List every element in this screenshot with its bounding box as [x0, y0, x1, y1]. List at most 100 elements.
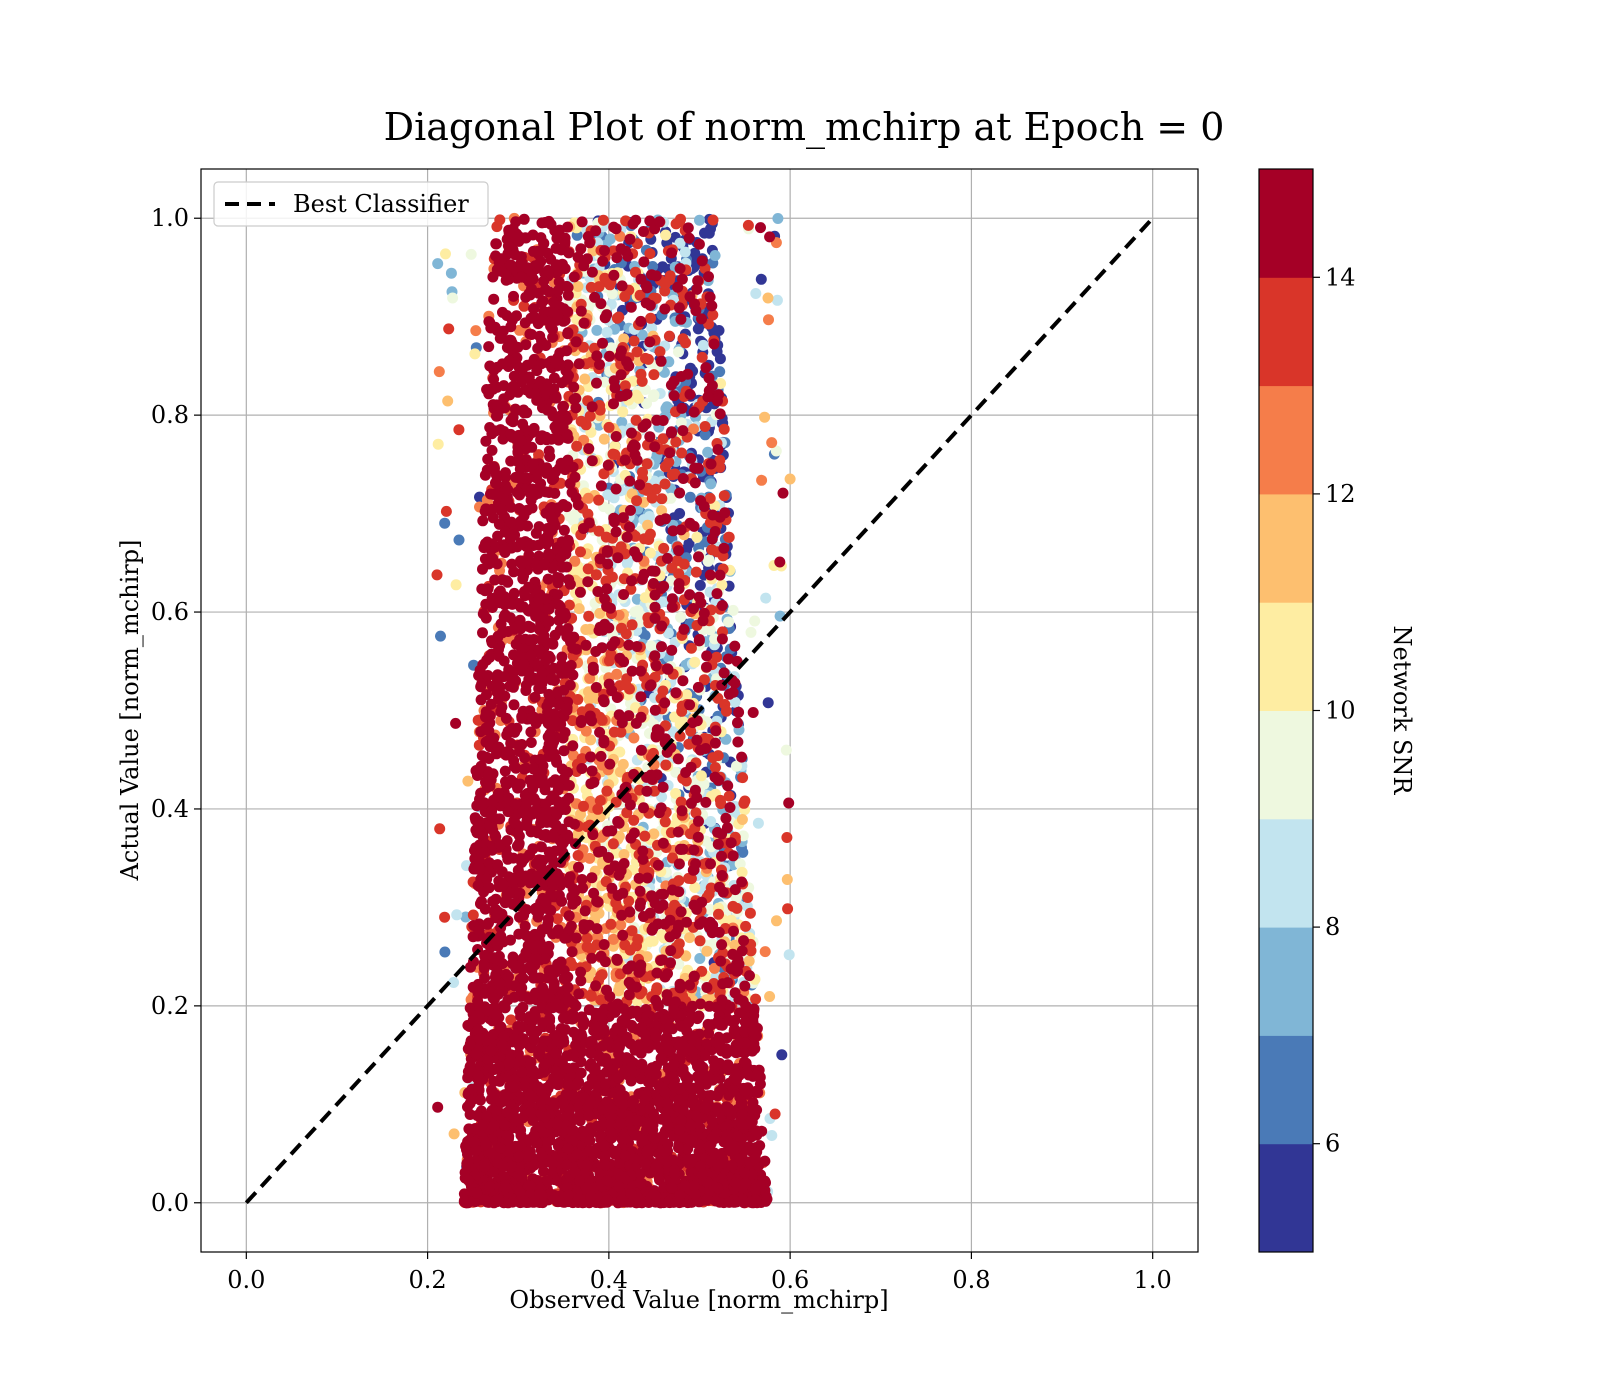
- scatter-point: [591, 324, 603, 336]
- scatter-point: [599, 376, 610, 388]
- scatter-point: [649, 441, 661, 453]
- scatter-point: [647, 391, 659, 403]
- scatter-point: [602, 459, 614, 471]
- scatter-point: [714, 794, 726, 806]
- scatter-point: [743, 955, 755, 967]
- scatter-point: [684, 388, 696, 400]
- scatter-point: [759, 411, 771, 423]
- scatter-point: [500, 467, 511, 479]
- scatter-point: [677, 425, 689, 437]
- scatter-point: [477, 627, 488, 639]
- scatter-point: [580, 624, 592, 635]
- scatter-point: [626, 619, 638, 631]
- scatter-point: [586, 455, 598, 467]
- scatter-point: [756, 474, 768, 486]
- scatter-point: [591, 377, 602, 389]
- scatter-point: [681, 689, 693, 701]
- scatter-point: [718, 490, 730, 502]
- scatter-point: [729, 884, 741, 896]
- scatter-point: [762, 697, 774, 709]
- chart-title: Diagonal Plot of norm_mchirp at Epoch = …: [384, 105, 1225, 150]
- scatter-point: [618, 333, 630, 345]
- scatter-point: [624, 475, 636, 487]
- scatter-point: [694, 579, 706, 591]
- scatter-point: [636, 375, 648, 387]
- scatter-point: [692, 462, 704, 474]
- scatter-point: [744, 970, 755, 982]
- scatter-point: [702, 446, 714, 458]
- scatter-point: [755, 273, 767, 285]
- scatter-point: [590, 569, 602, 581]
- scatter-point: [601, 785, 613, 797]
- scatter-point: [679, 246, 691, 258]
- scatter-point: [636, 329, 648, 341]
- scatter-point: [711, 588, 723, 600]
- scatter-point: [760, 592, 772, 604]
- scatter-point: [661, 552, 673, 564]
- scatter-point: [674, 237, 686, 249]
- scatter-point: [728, 925, 739, 937]
- scatter-point: [683, 232, 695, 244]
- scatter-point: [518, 300, 530, 312]
- scatter-point: [729, 677, 741, 689]
- scatter-point: [694, 214, 705, 226]
- scatter-point: [634, 885, 646, 897]
- scatter-point: [462, 775, 474, 787]
- scatter-point: [604, 758, 616, 770]
- scatter-point: [610, 483, 622, 495]
- scatter-point: [607, 838, 619, 850]
- scatter-point: [738, 797, 750, 809]
- scatter-point: [587, 664, 599, 676]
- scatter-point: [701, 982, 713, 993]
- scatter-point: [626, 575, 637, 587]
- scatter-point: [615, 919, 627, 931]
- scatter-point: [694, 953, 706, 964]
- scatter-point: [572, 694, 584, 705]
- scatter-point: [648, 369, 660, 381]
- scatter-point: [675, 611, 687, 623]
- scatter-point: [634, 479, 646, 491]
- scatter-point: [433, 366, 445, 378]
- scatter-point: [432, 258, 444, 270]
- scatter-point: [513, 598, 525, 609]
- scatter-point: [706, 533, 718, 545]
- scatter-points: [431, 212, 796, 1209]
- scatter-point: [605, 918, 617, 930]
- scatter-point: [604, 504, 616, 515]
- scatter-point: [652, 859, 664, 871]
- scatter-point: [648, 828, 660, 840]
- scatter-point: [727, 686, 739, 698]
- scatter-point: [563, 574, 575, 586]
- scatter-point: [714, 353, 726, 365]
- scatter-point: [766, 1130, 778, 1141]
- scatter-point: [730, 892, 742, 904]
- scatter-point: [736, 814, 748, 825]
- scatter-point: [744, 907, 756, 919]
- scatter-point: [759, 1155, 771, 1167]
- scatter-point: [693, 238, 705, 250]
- scatter-point: [745, 626, 757, 638]
- scatter-point: [514, 489, 526, 501]
- scatter-point: [720, 705, 732, 717]
- scatter-point: [694, 935, 706, 947]
- scatter-point: [558, 400, 569, 412]
- scatter-point: [727, 850, 739, 862]
- scatter-point: [762, 292, 774, 304]
- scatter-point: [586, 401, 598, 413]
- scatter-point: [699, 429, 711, 441]
- scatter-point: [571, 440, 583, 452]
- scatter-point: [432, 438, 444, 450]
- scatter-point: [590, 980, 602, 992]
- scatter-point: [618, 849, 630, 860]
- scatter-point: [749, 615, 761, 627]
- scatter-point: [644, 431, 656, 443]
- scatter-point: [597, 337, 608, 349]
- scatter-point: [709, 250, 721, 261]
- scatter-point: [689, 784, 701, 796]
- scatter-point: [638, 256, 650, 268]
- scatter-point: [691, 531, 703, 543]
- scatter-point: [682, 222, 694, 234]
- scatter-point: [572, 850, 584, 861]
- scatter-point: [573, 861, 584, 873]
